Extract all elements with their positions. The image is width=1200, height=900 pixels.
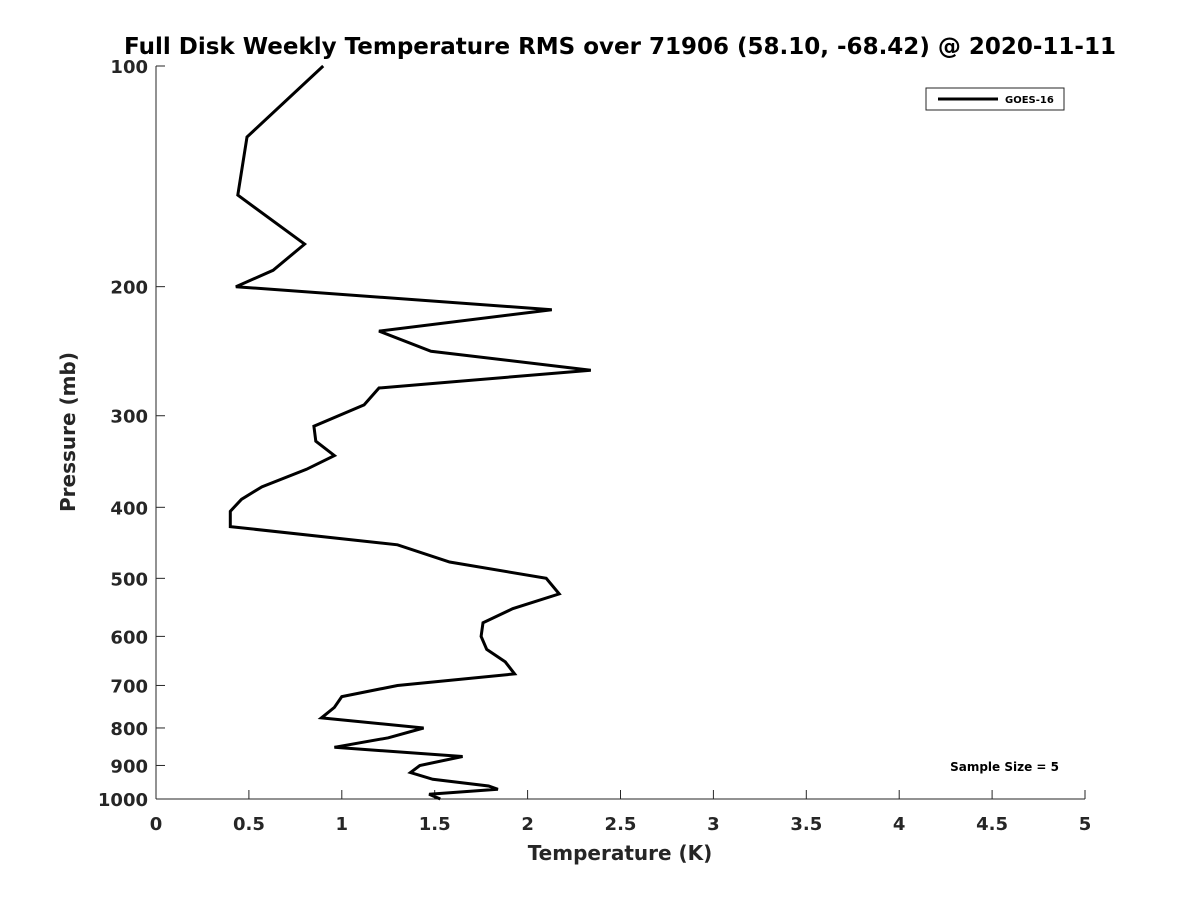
x-tick-label: 0 — [150, 814, 163, 835]
y-tick-label: 500 — [110, 569, 148, 590]
x-tick-label: 3 — [707, 814, 720, 835]
y-tick-label: 800 — [110, 719, 148, 740]
x-tick-label: 3.5 — [790, 814, 822, 835]
legend: GOES-16 — [925, 87, 1065, 111]
x-tick-label: 5 — [1079, 814, 1092, 835]
sample-size-annotation: Sample Size = 5 — [950, 760, 1059, 774]
x-tick-label: 4.5 — [976, 814, 1008, 835]
x-axis-label: Temperature (K) — [528, 841, 713, 865]
series-line-goes16 — [228, 64, 591, 801]
y-tick-label: 100 — [110, 57, 148, 78]
chart-title: Full Disk Weekly Temperature RMS over 71… — [124, 34, 1116, 60]
x-tick-label: 2 — [521, 814, 534, 835]
x-tick-label: 1.5 — [419, 814, 451, 835]
y-tick-label: 200 — [110, 278, 148, 299]
x-tick-label: 4 — [893, 814, 906, 835]
y-tick-label: 900 — [110, 756, 148, 777]
x-tick-label: 1 — [336, 814, 349, 835]
x-tick-label: 0.5 — [233, 814, 265, 835]
y-axis-label: Pressure (mb) — [56, 352, 80, 512]
plot-area: 0 0.5 1 1.5 2 2.5 3 3.5 4 4.5 5 100 200 300 400 500 600 7… — [98, 57, 1091, 835]
y-tick-label: 300 — [110, 407, 148, 428]
y-tick-label: 1000 — [98, 790, 148, 811]
y-tick-label: 600 — [110, 627, 148, 648]
y-tick-label: 700 — [110, 676, 148, 697]
x-tick-label: 2.5 — [605, 814, 637, 835]
legend-label-goes16: GOES-16 — [1005, 95, 1054, 106]
y-tick-label: 400 — [110, 498, 148, 519]
